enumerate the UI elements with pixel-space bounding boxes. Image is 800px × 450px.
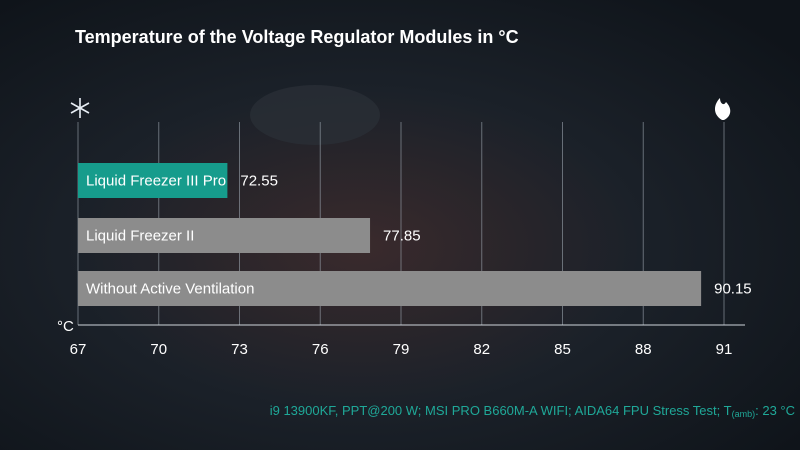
- x-tick-label: 73: [231, 341, 248, 358]
- x-tick-label: 91: [716, 341, 733, 358]
- footnote: i9 13900KF, PPT@200 W; MSI PRO B660M-A W…: [270, 403, 795, 419]
- chart-title: Temperature of the Voltage Regulator Mod…: [75, 27, 519, 47]
- x-tick-label: 76: [312, 341, 329, 358]
- x-tick-label: 88: [635, 341, 652, 358]
- decoration: [250, 85, 380, 145]
- x-tick-label: 85: [554, 341, 571, 358]
- value-label: 72.55: [240, 172, 278, 189]
- footnote-text: i9 13900KF, PPT@200 W; MSI PRO B660M-A W…: [270, 403, 732, 418]
- value-label: 77.85: [383, 227, 421, 244]
- bar-label: Liquid Freezer III Pro: [86, 172, 226, 189]
- x-tick-label: 67: [70, 341, 87, 358]
- snowflake-icon: [70, 98, 90, 118]
- flame-icon: [715, 98, 731, 120]
- x-axis-label: °C: [57, 318, 74, 335]
- bar: [78, 271, 702, 306]
- x-tick-label: 70: [150, 341, 167, 358]
- footnote-tail: : 23 °C: [755, 403, 795, 418]
- value-label: 90.15: [714, 280, 752, 297]
- bar: [78, 163, 228, 198]
- bar: [78, 218, 371, 253]
- bar-label: Without Active Ventilation: [86, 280, 254, 297]
- x-tick-label: 79: [393, 341, 410, 358]
- footnote-subscript: (amb): [732, 409, 756, 419]
- x-tick-label: 82: [473, 341, 490, 358]
- bar-label: Liquid Freezer II: [86, 227, 194, 244]
